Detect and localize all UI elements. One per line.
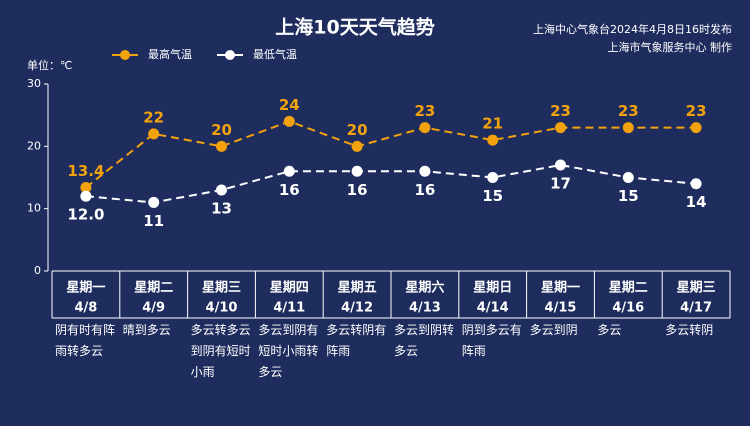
maker: 上海市气象服务中心 制作 [608,40,733,54]
point [419,122,431,134]
value-label: 11 [143,212,164,230]
description: 多云 [597,323,622,337]
value-label: 22 [143,108,164,126]
point [216,184,227,196]
description: 晴到多云 [122,323,171,337]
weekday: 星期五 [338,281,377,296]
description: 多云转多云到阴有短时小雨 [190,323,251,379]
weekday: 星期四 [270,281,309,296]
weekday: 星期三 [202,281,241,296]
x-tick-label: 4/9 [142,301,165,316]
x-tick-label: 4/14 [477,301,509,316]
point [555,159,566,171]
value-label: 23 [686,102,707,120]
x-tick-label: 4/13 [409,301,441,316]
x-tick-label: 4/17 [680,301,712,316]
value-label: 15 [618,187,639,205]
description: 阴到多云有阵雨 [461,323,522,358]
value-label: 13.4 [67,162,104,180]
value-label: 23 [618,102,639,120]
point [216,140,227,152]
weekday: 星期二 [134,281,173,296]
point [351,140,363,152]
value-label: 23 [550,102,571,120]
x-tick-label: 4/8 [74,301,97,316]
value-label: 15 [482,187,503,205]
point [80,190,92,202]
series-line [85,164,697,204]
source: 上海中心气象台2024年4月8日16时发布 [533,22,732,36]
point [148,128,160,140]
value-label: 14 [686,193,707,211]
description: 阴有时有阵雨转多云 [55,323,116,358]
legend-label: 最高气温 [148,47,192,61]
point [622,122,634,134]
value-label: 20 [211,121,232,139]
y-tick-label: 30 [27,77,41,90]
series-line [85,120,697,189]
weekday: 星期六 [405,280,444,296]
point [555,122,566,134]
point [283,115,295,127]
description: 多云转阴 [665,323,714,337]
point [283,165,295,177]
point [487,172,499,183]
value-label: 20 [347,121,368,139]
point [351,165,363,177]
unit: 单位：℃ [27,58,72,72]
y-tick-label: 20 [27,139,41,152]
value-label: 12.0 [67,206,104,224]
value-label: 21 [482,115,503,133]
value-label: 24 [279,96,300,114]
weekday: 星期三 [677,281,716,296]
value-label: 13 [211,199,232,217]
point [690,178,702,190]
point [690,122,702,134]
legend-marker [225,50,235,60]
legend-marker [120,50,130,60]
point [148,196,160,208]
value-label: 16 [414,181,435,199]
value-label: 16 [279,181,300,199]
x-tick-label: 4/12 [341,301,373,316]
weekday: 星期一 [541,281,580,296]
value-label: 16 [347,181,368,199]
point [622,172,634,183]
x-tick-label: 4/10 [206,301,238,316]
x-tick-label: 4/15 [545,301,577,316]
weekday: 星期一 [66,281,105,296]
value-label: 23 [414,102,435,120]
point [487,134,499,146]
point [419,165,431,177]
y-tick-label: 0 [34,264,41,277]
legend-label: 最低气温 [253,47,297,61]
description: 多云到阴 [529,323,578,337]
description: 多云到阴有短时小雨转多云 [258,323,319,379]
chart-title: 上海10天天气趋势 [275,16,434,39]
x-tick-label: 4/11 [273,301,305,316]
point [80,181,92,193]
description: 多云到阴转多云 [394,323,455,358]
weekday: 星期二 [609,281,648,296]
weekday: 星期日 [473,281,512,296]
value-label: 17 [550,175,571,193]
y-tick-label: 10 [27,202,41,215]
description: 多云转阴有阵雨 [326,323,387,358]
x-tick-label: 4/16 [612,301,644,316]
